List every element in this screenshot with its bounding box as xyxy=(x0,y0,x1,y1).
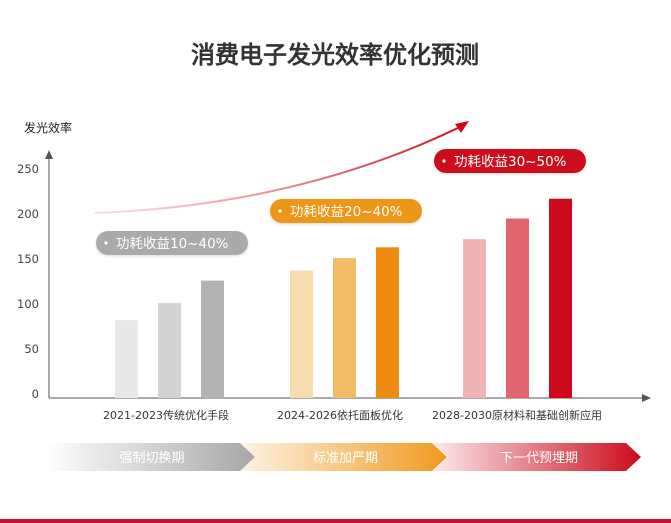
phase-arrow: 强制切换期 xyxy=(45,443,255,471)
bar xyxy=(376,247,399,398)
annotation-badge-bg xyxy=(434,149,586,173)
phase-label: 标准加严期 xyxy=(313,451,378,466)
y-tick-label: 0 xyxy=(32,387,39,401)
bullet-dot-icon xyxy=(104,241,108,245)
bar xyxy=(549,198,572,398)
annotation-badge: 功耗收益30~50% xyxy=(434,149,586,173)
bar xyxy=(333,258,356,398)
y-axis-arrow-icon xyxy=(45,150,53,159)
x-category-label: 2024-2026依托面板优化 xyxy=(277,408,403,422)
y-tick-label: 200 xyxy=(17,207,39,221)
x-axis-arrow-icon xyxy=(642,394,651,402)
phase-arrow-shape xyxy=(45,443,255,471)
phase-arrow: 标准加严期 xyxy=(240,443,447,471)
bar xyxy=(158,303,181,398)
bar xyxy=(463,239,486,398)
annotation-badge-bg xyxy=(96,231,248,255)
x-category-label: 2028-2030原材料和基础创新应用 xyxy=(432,408,602,422)
footer-accent-line xyxy=(0,519,671,523)
trend-arrow-head xyxy=(455,121,469,133)
bar xyxy=(201,280,224,398)
annotation-badge: 功耗收益10~40% xyxy=(96,231,248,255)
trend-arrow-curve xyxy=(94,125,463,214)
phase-arrow: 下一代预埋期 xyxy=(433,443,641,471)
annotation-badge: 功耗收益20~40% xyxy=(270,199,422,223)
chart-title: 消费电子发光效率优化预测 xyxy=(191,41,479,69)
bullet-dot-icon xyxy=(278,209,282,213)
y-tick-label: 50 xyxy=(24,342,39,356)
phase-label: 下一代预埋期 xyxy=(500,451,578,466)
annotation-badge-bg xyxy=(270,199,422,223)
annotation-text: 功耗收益30~50% xyxy=(454,154,567,170)
bar xyxy=(506,218,529,398)
y-tick-label: 250 xyxy=(17,162,39,176)
y-tick-label: 150 xyxy=(17,252,39,266)
annotation-text: 功耗收益20~40% xyxy=(290,204,403,220)
annotation-text: 功耗收益10~40% xyxy=(116,236,229,252)
bar xyxy=(290,270,313,398)
phase-arrow-shape xyxy=(240,443,447,471)
x-category-label: 2021-2023传统优化手段 xyxy=(103,408,229,422)
bar xyxy=(115,320,138,398)
phase-arrow-shape xyxy=(433,443,641,471)
y-tick-label: 100 xyxy=(17,297,39,311)
bullet-dot-icon xyxy=(442,159,446,163)
phase-label: 强制切换期 xyxy=(119,451,184,466)
y-axis-label: 发光效率 xyxy=(24,120,72,135)
